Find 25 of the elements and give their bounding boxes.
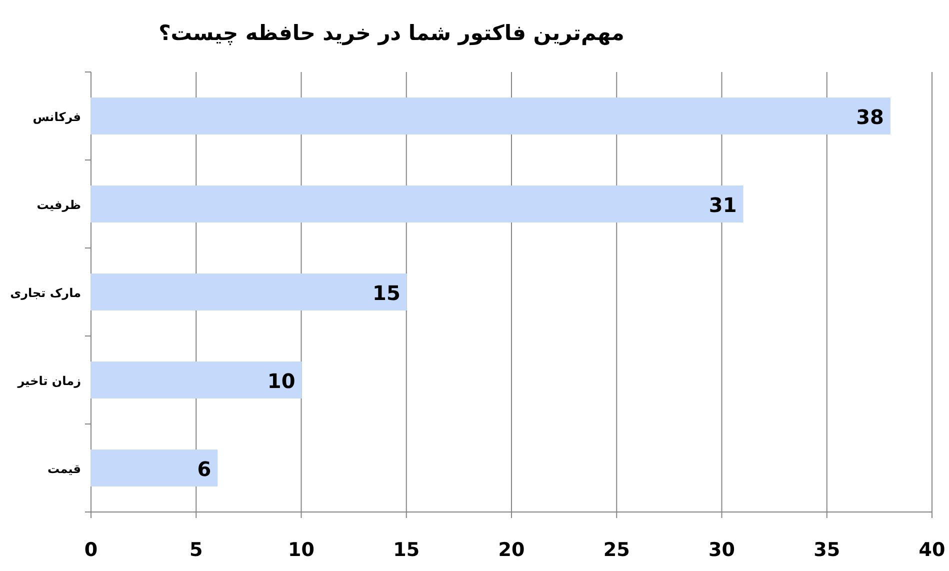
bar <box>90 186 744 222</box>
y-tick-label: زمان تاخیر <box>16 374 82 388</box>
x-tick-label: 10 <box>288 539 314 561</box>
x-tick-label: 15 <box>393 539 420 561</box>
x-tick-label: 35 <box>814 539 840 561</box>
data-label: 6 <box>197 457 212 481</box>
bar <box>90 274 407 310</box>
x-tick-label: 25 <box>603 539 630 561</box>
y-tick-label: ظرفیت <box>36 198 81 212</box>
bar <box>90 362 302 398</box>
data-label: 31 <box>708 193 737 217</box>
chart-title: مهم‌ترین فاکتور شما در خرید حافظه چیست؟ <box>158 21 624 46</box>
x-tick-label: 30 <box>708 539 735 561</box>
y-tick-label: مارک تجاری <box>10 286 81 300</box>
bar <box>90 450 218 486</box>
bar <box>90 98 890 134</box>
data-label: 15 <box>372 281 400 305</box>
data-label: 10 <box>267 369 296 393</box>
x-tick-label: 5 <box>190 539 203 561</box>
x-tick-label: 40 <box>918 539 946 561</box>
data-label: 38 <box>856 105 884 129</box>
y-tick-label: قیمت <box>47 462 81 476</box>
x-tick-label: 0 <box>84 539 98 561</box>
y-tick-label: فرکانس <box>32 110 81 124</box>
x-tick-label: 20 <box>498 539 525 561</box>
